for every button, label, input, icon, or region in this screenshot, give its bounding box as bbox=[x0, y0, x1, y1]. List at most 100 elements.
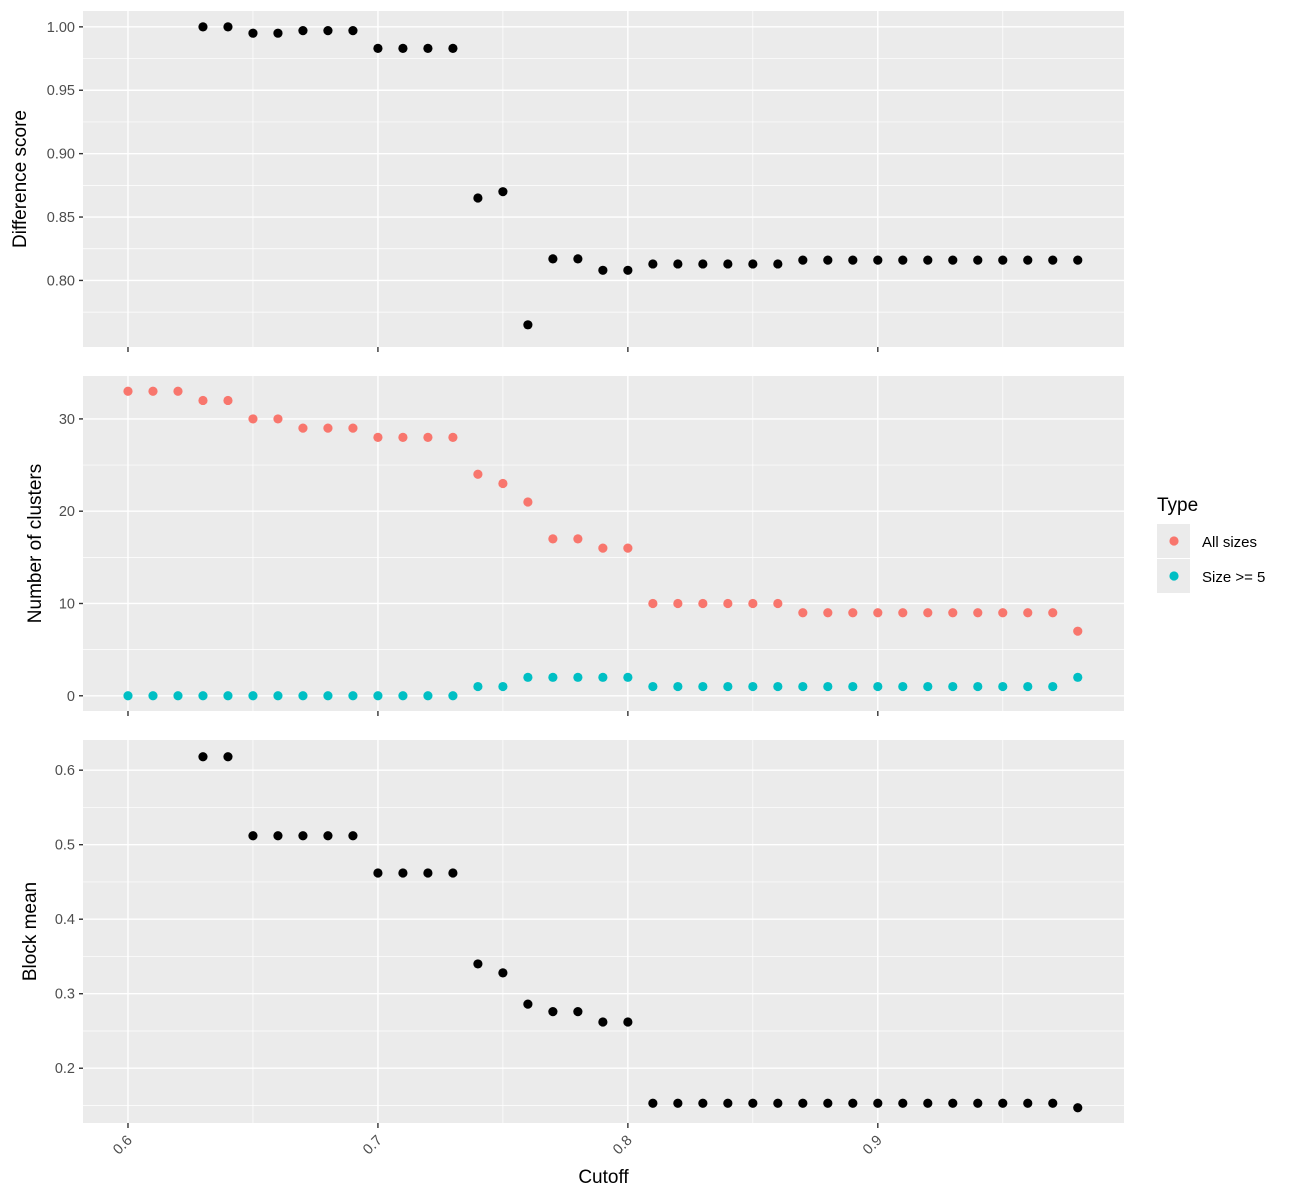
data-point bbox=[448, 432, 458, 442]
data-point bbox=[373, 868, 383, 878]
data-point bbox=[1023, 255, 1033, 265]
y-tick-label: 0.80 bbox=[47, 273, 75, 289]
data-point bbox=[998, 681, 1008, 692]
data-point bbox=[173, 691, 183, 701]
data-point bbox=[1023, 1098, 1033, 1108]
y-tick-label: 0.85 bbox=[47, 210, 75, 226]
data-point bbox=[698, 681, 708, 692]
data-point bbox=[673, 259, 683, 269]
data-point bbox=[898, 608, 908, 618]
data-point bbox=[223, 22, 233, 32]
data-point bbox=[348, 423, 358, 433]
panel-background-1 bbox=[83, 11, 1124, 347]
x-axis-title: Cutoff bbox=[578, 1167, 629, 1188]
data-point bbox=[623, 1017, 633, 1027]
data-point bbox=[523, 497, 533, 507]
data-point bbox=[798, 1098, 808, 1108]
y-tick-label: 20 bbox=[59, 504, 75, 520]
data-point bbox=[673, 1098, 683, 1108]
data-point bbox=[248, 414, 258, 424]
data-point bbox=[1073, 1103, 1083, 1113]
data-point bbox=[548, 672, 558, 682]
data-point bbox=[298, 26, 308, 36]
data-point bbox=[573, 672, 583, 682]
data-point bbox=[998, 608, 1008, 618]
y-tick-label: 0 bbox=[67, 689, 75, 705]
data-point bbox=[323, 26, 333, 36]
x-tick-label: 0.6 bbox=[110, 1133, 136, 1159]
data-point bbox=[1073, 672, 1083, 682]
data-point bbox=[173, 386, 183, 396]
data-point bbox=[948, 255, 958, 265]
data-point bbox=[798, 681, 808, 692]
data-point bbox=[198, 395, 208, 406]
data-point bbox=[273, 691, 283, 701]
data-point bbox=[423, 432, 433, 442]
data-point bbox=[1048, 681, 1058, 692]
data-point bbox=[923, 255, 933, 265]
data-point bbox=[823, 608, 833, 618]
data-point bbox=[598, 543, 608, 553]
data-point bbox=[448, 691, 458, 701]
y-tick-label: 0.4 bbox=[55, 912, 75, 928]
data-point bbox=[648, 598, 658, 609]
data-point bbox=[348, 26, 358, 36]
data-point bbox=[898, 255, 908, 265]
data-point bbox=[473, 193, 483, 203]
data-point bbox=[1073, 626, 1083, 636]
data-point bbox=[998, 1098, 1008, 1108]
data-point bbox=[723, 681, 733, 692]
data-point bbox=[848, 608, 858, 618]
data-point bbox=[673, 598, 683, 609]
data-point bbox=[548, 254, 558, 264]
data-point bbox=[723, 1098, 733, 1108]
data-point bbox=[398, 868, 408, 878]
data-point bbox=[748, 259, 758, 269]
data-point bbox=[323, 691, 333, 701]
data-point bbox=[273, 414, 283, 424]
data-point bbox=[373, 432, 383, 442]
data-point bbox=[423, 691, 433, 701]
data-point bbox=[448, 868, 458, 878]
data-point bbox=[798, 608, 808, 618]
data-point bbox=[598, 1017, 608, 1027]
data-point bbox=[573, 254, 583, 264]
data-point bbox=[723, 259, 733, 269]
x-tick-label: 0.9 bbox=[860, 1133, 886, 1159]
data-point bbox=[773, 681, 783, 692]
data-point bbox=[423, 868, 433, 878]
data-point bbox=[898, 1098, 908, 1108]
data-point bbox=[223, 752, 233, 762]
y-axis-title: Difference score bbox=[10, 110, 31, 248]
data-point bbox=[523, 999, 533, 1009]
data-point bbox=[123, 386, 133, 396]
data-point bbox=[198, 22, 208, 32]
y-tick-label: 10 bbox=[59, 596, 75, 612]
data-point bbox=[648, 1098, 658, 1108]
data-point bbox=[298, 831, 308, 841]
data-point bbox=[498, 968, 508, 978]
data-point bbox=[223, 691, 233, 701]
data-point bbox=[373, 43, 383, 54]
data-point bbox=[323, 831, 333, 841]
data-point bbox=[473, 469, 483, 479]
y-axis-title: Block mean bbox=[20, 882, 41, 981]
data-point bbox=[1023, 608, 1033, 618]
panel-background-3 bbox=[83, 740, 1124, 1123]
data-point bbox=[473, 681, 483, 692]
panel-background-2 bbox=[83, 376, 1124, 711]
data-point bbox=[598, 672, 608, 682]
data-point bbox=[798, 255, 808, 265]
data-point bbox=[848, 681, 858, 692]
data-point bbox=[248, 28, 258, 38]
data-point bbox=[948, 608, 958, 618]
data-point bbox=[973, 1098, 983, 1108]
data-point bbox=[198, 691, 208, 701]
data-point bbox=[673, 681, 683, 692]
data-point bbox=[473, 959, 483, 969]
data-point bbox=[273, 28, 283, 38]
data-point bbox=[973, 681, 983, 692]
data-point bbox=[923, 1098, 933, 1108]
data-point bbox=[248, 691, 258, 701]
data-point bbox=[873, 255, 883, 265]
